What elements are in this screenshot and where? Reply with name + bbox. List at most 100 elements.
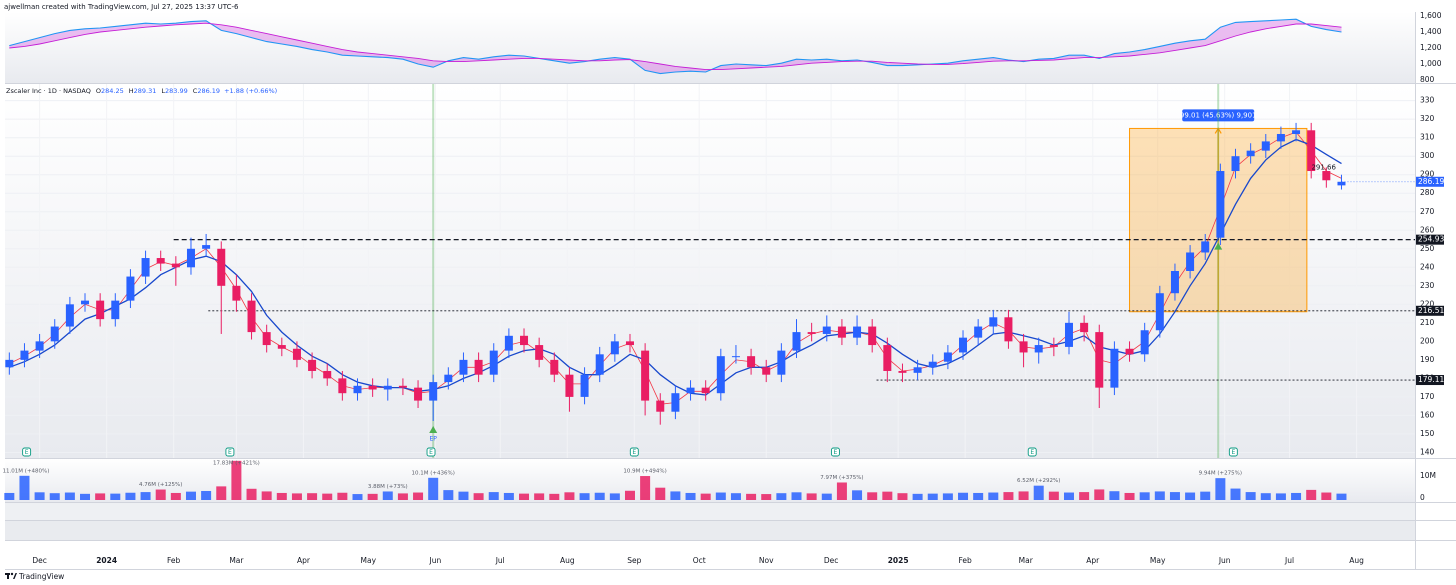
header: ajwellman created with TradingView.com, …: [4, 3, 239, 11]
x-tick-label: May: [1150, 556, 1166, 565]
last-price-box: [1416, 176, 1444, 187]
legend-ohlc-key: L: [161, 87, 165, 95]
y-tick-label: 310: [1420, 133, 1435, 142]
volume-bar: [1336, 493, 1347, 500]
candle-body: [520, 335, 529, 346]
candle-body: [1322, 171, 1331, 181]
ma-label: 291.66: [1311, 164, 1336, 172]
volume-bar: [882, 491, 893, 500]
volume-bar: [49, 493, 60, 500]
volume-bar: [1321, 492, 1332, 500]
volume-bar: [140, 492, 151, 500]
candle-body: [1110, 348, 1119, 388]
volume-label: 3.88M (+73%): [368, 484, 408, 490]
candle-body: [232, 285, 241, 301]
legend-ohlc-key: C: [193, 87, 198, 95]
level-price-label: 254.93: [1418, 235, 1444, 244]
candle-body: [126, 276, 135, 301]
candle-body: [1155, 293, 1164, 331]
volume-bar: [579, 493, 590, 500]
volume-bar: [382, 491, 393, 500]
volume-bar: [1018, 491, 1029, 500]
volume-bar: [549, 493, 560, 500]
candle-body: [898, 370, 907, 373]
x-tick-label: Sep: [627, 556, 641, 565]
volume-bar: [216, 486, 227, 500]
candle-body: [186, 248, 195, 268]
y-tick-label: 220: [1420, 299, 1435, 308]
x-tick-label: 2025: [888, 556, 909, 565]
volume-bar: [594, 492, 605, 500]
x-tick-label: Dec: [32, 556, 47, 565]
x-tick-label: Oct: [693, 556, 706, 565]
volume-bar: [307, 493, 318, 500]
volume-bar: [428, 477, 439, 500]
candle-body: [247, 300, 256, 333]
volume-bar: [64, 492, 75, 500]
volume-bar: [852, 490, 863, 500]
volume-bar: [352, 494, 363, 500]
candle-body: [535, 345, 544, 360]
candle-body: [610, 341, 619, 355]
volume-label: 10.1M (+436%): [412, 470, 455, 476]
measure-label-box: [1182, 109, 1255, 122]
volume-bar: [746, 493, 757, 500]
level-price-box: [1416, 305, 1444, 316]
volume-bar: [1003, 492, 1014, 500]
volume-bar: [1275, 493, 1286, 500]
y-tick-label: 300: [1420, 151, 1435, 160]
volume-bar: [685, 492, 696, 500]
price-pane: [5, 84, 1415, 458]
volume-bar: [958, 492, 969, 500]
volume-tick-label: 0: [1420, 493, 1425, 502]
candle-body: [1049, 345, 1058, 347]
y-tick-label: 140: [1420, 447, 1435, 456]
candle-body: [853, 326, 862, 338]
volume-bar: [1169, 492, 1180, 500]
volume-bar: [927, 493, 938, 500]
volume-bar: [519, 493, 530, 500]
candle-body: [792, 332, 801, 351]
x-tick-label: 2024: [96, 556, 117, 565]
volume-bar: [791, 492, 802, 500]
earnings-marker: [629, 447, 639, 457]
indicator-line: [9, 18, 1342, 75]
volume-bar: [95, 493, 106, 500]
candle-body: [217, 248, 226, 286]
x-tick-label: Mar: [229, 556, 244, 565]
volume-bar: [322, 493, 333, 500]
candle-body: [762, 367, 771, 375]
plot-layer: 1401501601701801902002102202302402502602…: [3, 11, 1445, 565]
legend-change: +1.88 (+0.66%): [224, 87, 277, 95]
empty-pane: [5, 521, 1415, 540]
candle-body: [565, 374, 574, 397]
x-tick-label: Nov: [759, 556, 774, 565]
legend-ohlc-key: O: [96, 87, 101, 95]
candle-body: [35, 341, 44, 351]
volume-bar: [1063, 492, 1074, 500]
volume-bar: [973, 492, 984, 500]
legend-ohlc-key: H: [129, 87, 134, 95]
earnings-label: E: [1030, 449, 1034, 456]
volume-bar: [1230, 488, 1241, 500]
indicator-pane: [5, 12, 1415, 83]
volume-bar: [1215, 478, 1226, 500]
candle-body: [171, 263, 180, 268]
logo-part: [7, 573, 9, 579]
volume-label: 10.9M (+494%): [623, 469, 666, 475]
y-tick-label: 210: [1420, 318, 1435, 327]
indicator-tick-label: 1,200: [1420, 43, 1442, 52]
candle-body: [65, 304, 74, 327]
candle-body: [262, 332, 271, 346]
candle-body: [474, 359, 483, 375]
candle-body: [1140, 330, 1149, 355]
candle-body: [202, 245, 211, 249]
volume-bar: [640, 476, 651, 500]
volume-bar: [170, 492, 181, 500]
indicator-line: [9, 22, 1342, 71]
candle-body: [1201, 241, 1210, 253]
signal-marker: [1214, 242, 1223, 250]
volume-bar: [1306, 489, 1317, 500]
volume-bar: [261, 491, 272, 500]
